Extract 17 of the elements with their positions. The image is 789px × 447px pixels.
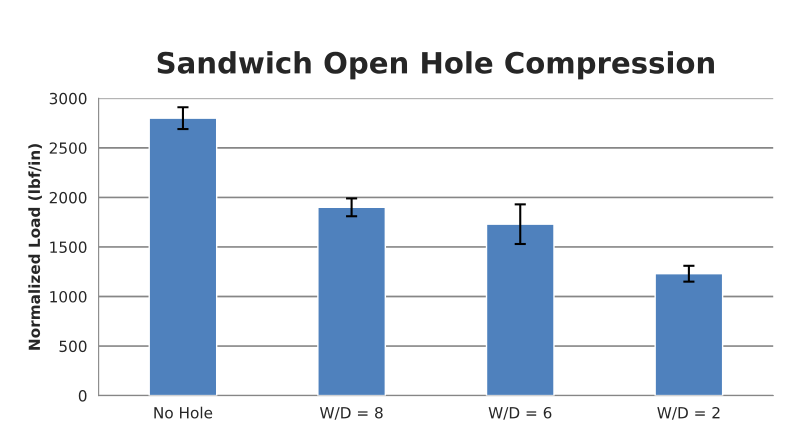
y-axis-title: Normalized Load (lbf/in) bbox=[28, 144, 42, 350]
bar bbox=[317, 206, 386, 396]
y-tick-label: 2000 bbox=[50, 192, 86, 204]
chart-title: Sandwich Open Hole Compression bbox=[158, 51, 714, 80]
y-tick-label: 500 bbox=[60, 340, 86, 352]
y-tick-label: 3000 bbox=[50, 92, 86, 104]
bar bbox=[654, 273, 724, 396]
x-tick-label: No Hole bbox=[154, 406, 212, 419]
bar bbox=[486, 223, 555, 396]
y-tick-label: 2500 bbox=[50, 142, 86, 154]
x-tick-label: W/D = 6 bbox=[488, 406, 552, 420]
y-tick-label: 1500 bbox=[50, 241, 86, 253]
bar bbox=[148, 117, 218, 396]
x-tick-label: W/D = 2 bbox=[657, 406, 720, 420]
x-tick-label: W/D = 8 bbox=[320, 406, 383, 420]
y-tick-label: 1000 bbox=[50, 290, 86, 303]
y-tick-label: 0 bbox=[78, 390, 86, 402]
